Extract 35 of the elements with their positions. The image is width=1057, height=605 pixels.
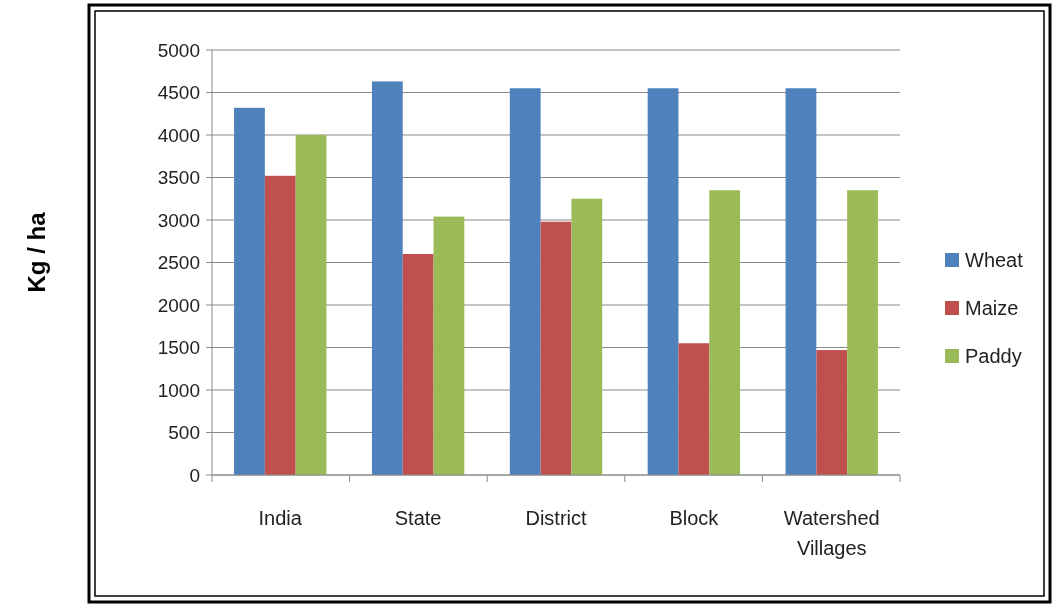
y-tick-label: 0: [189, 464, 200, 486]
bar: [371, 81, 403, 475]
y-tick-label: 500: [168, 422, 200, 444]
bar: [678, 343, 710, 475]
y-tick-label: 2000: [157, 294, 200, 316]
bar: [234, 107, 265, 475]
y-tick-label: 3000: [157, 209, 200, 231]
bar: [785, 88, 817, 475]
x-tick-label: District: [525, 507, 587, 529]
bar: [540, 221, 572, 475]
x-tick-label: State: [394, 507, 442, 529]
bar: [647, 88, 679, 475]
y-tick-label: 3500: [157, 167, 200, 189]
bar: [816, 350, 848, 475]
y-axis-title: Kg / ha: [23, 211, 50, 293]
x-tick-label: Block: [669, 507, 720, 529]
y-tick-label: 1500: [157, 337, 200, 359]
bar: [402, 254, 434, 475]
bar: [509, 88, 541, 475]
y-tick-label: 4500: [157, 82, 200, 104]
legend-label: Wheat: [965, 249, 1024, 271]
bar: [847, 190, 878, 475]
y-tick-label: 1000: [157, 379, 200, 401]
bar: [709, 190, 741, 475]
legend-label: Paddy: [965, 345, 1022, 367]
legend-label: Maize: [965, 297, 1019, 319]
x-tick-label: Watershed Villages: [783, 507, 880, 559]
y-tick-label: 5000: [157, 39, 200, 61]
bar: [433, 216, 465, 475]
bar: [571, 198, 603, 475]
x-tick-label: India: [258, 507, 303, 529]
bar: [295, 135, 327, 475]
y-tick-label: 2500: [157, 252, 200, 274]
y-tick-label: 4000: [157, 124, 200, 146]
bar: [264, 175, 296, 475]
